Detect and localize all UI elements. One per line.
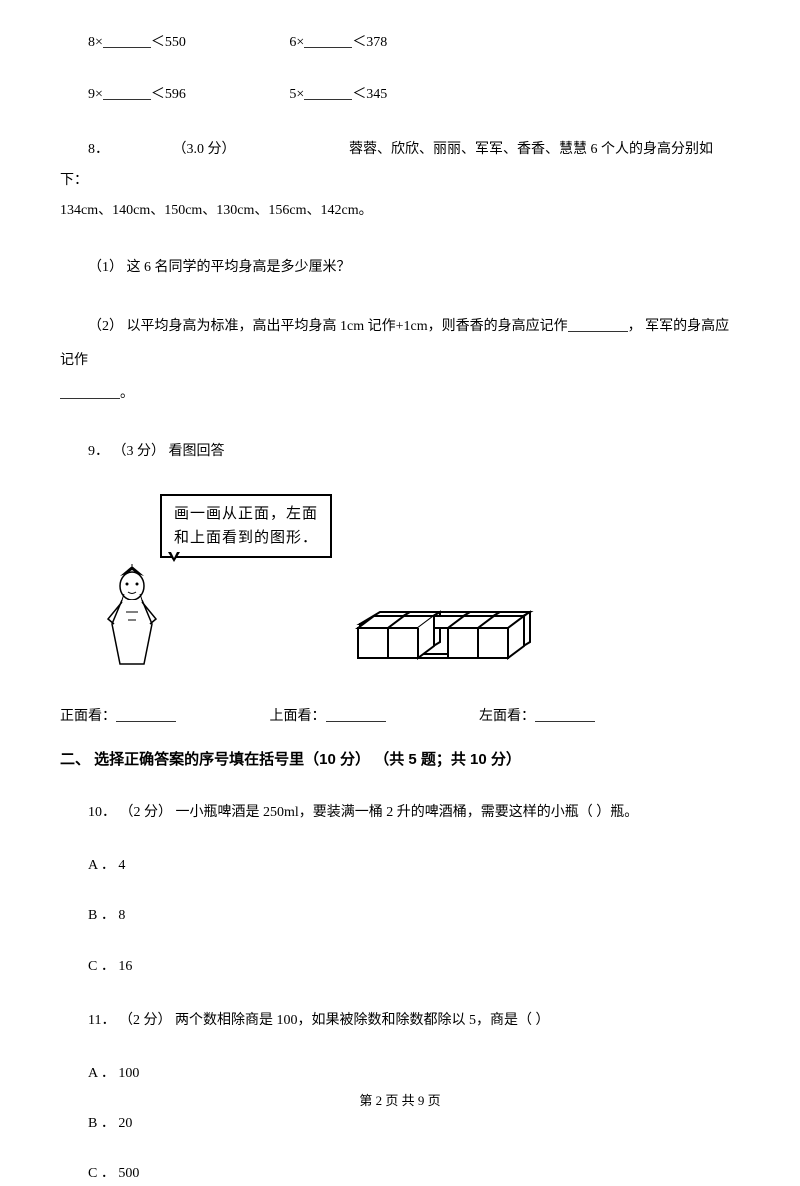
q8-sub2-c: 。 bbox=[120, 386, 134, 401]
label: 正面看： bbox=[60, 709, 116, 724]
text: 8× bbox=[88, 35, 103, 50]
blank[interactable] bbox=[103, 84, 151, 100]
text: ＜550 bbox=[151, 35, 186, 50]
view-left: 左面看： bbox=[479, 704, 595, 728]
q7-r2-b: 5× ＜345 bbox=[289, 82, 387, 106]
speech-tail-inner bbox=[170, 550, 178, 558]
q11-optA[interactable]: A ． 100 bbox=[88, 1063, 740, 1085]
section2-title: 二、 选择正确答案的序号填在括号里（10 分） （共 5 题；共 10 分） bbox=[60, 748, 740, 772]
q11-optB[interactable]: B ． 20 bbox=[88, 1113, 740, 1135]
text: 6× bbox=[289, 35, 304, 50]
q10-optB[interactable]: B ． 8 bbox=[88, 905, 740, 927]
blank[interactable] bbox=[60, 383, 120, 399]
q8-data: 134cm、140cm、150cm、130cm、156cm、142cm。 bbox=[60, 203, 373, 218]
q9-num: 9． （3 分） 看图回答 bbox=[60, 437, 740, 468]
view-top: 上面看： bbox=[270, 704, 386, 728]
text: ＜596 bbox=[151, 87, 186, 102]
label: 上面看： bbox=[270, 709, 326, 724]
speech-line2: 和上面看到的图形． bbox=[174, 526, 318, 550]
q11-stem: 11． （2 分） 两个数相除商是 100，如果被除数和除数都除以 5，商是（ … bbox=[60, 1006, 740, 1037]
q9-views: 正面看： 上面看： 左面看： bbox=[60, 704, 740, 728]
q10-stem: 10． （2 分） 一小瓶啤酒是 250ml，要装满一桶 2 升的啤酒桶，需要这… bbox=[60, 798, 740, 829]
blank[interactable] bbox=[304, 32, 352, 48]
q8-sub2-a: （2） 以平均身高为标准，高出平均身高 1cm 记作+1cm，则香香的身高应记作 bbox=[60, 319, 568, 334]
q7-r1-b: 6× ＜378 bbox=[289, 30, 387, 54]
q8-stem-text: 蓉蓉、欣欣、丽丽、军军、香香、慧慧 6 个人的身高分别如下： bbox=[60, 142, 713, 188]
text: 9× bbox=[88, 87, 103, 102]
q8-sub2: （2） 以平均身高为标准，高出平均身高 1cm 记作+1cm，则香香的身高应记作… bbox=[60, 310, 740, 411]
view-front: 正面看： bbox=[60, 704, 176, 728]
label: 左面看： bbox=[479, 709, 535, 724]
q11-optC[interactable]: C ． 500 bbox=[88, 1163, 740, 1185]
cubes-icon bbox=[350, 594, 550, 674]
q9-figure: 画一画从正面，左面 和上面看到的图形． bbox=[100, 494, 740, 694]
q7-r2-a: 9× ＜596 bbox=[88, 82, 186, 106]
blank[interactable] bbox=[304, 84, 352, 100]
blank[interactable] bbox=[568, 316, 628, 332]
text: ＜345 bbox=[352, 87, 387, 102]
scholar-icon bbox=[100, 564, 170, 674]
text: 5× bbox=[289, 87, 304, 102]
q10-optC[interactable]: C ． 16 bbox=[88, 956, 740, 978]
page-footer: 第 2 页 共 9 页 bbox=[0, 1091, 800, 1112]
speech-bubble: 画一画从正面，左面 和上面看到的图形． bbox=[160, 494, 332, 558]
q8-points: （3.0 分） bbox=[173, 142, 236, 157]
text: ＜378 bbox=[352, 35, 387, 50]
q8-num: 8． bbox=[60, 142, 109, 157]
blank[interactable] bbox=[326, 706, 386, 722]
q7-row1: 8× ＜550 6× ＜378 bbox=[60, 30, 740, 54]
blank[interactable] bbox=[116, 706, 176, 722]
blank[interactable] bbox=[535, 706, 595, 722]
speech-line1: 画一画从正面，左面 bbox=[174, 502, 318, 526]
q8-sub1: （1） 这 6 名同学的平均身高是多少厘米？ bbox=[60, 253, 740, 284]
q10-optA[interactable]: A ． 4 bbox=[88, 855, 740, 877]
q7-row2: 9× ＜596 5× ＜345 bbox=[60, 82, 740, 106]
q7-r1-a: 8× ＜550 bbox=[88, 30, 186, 54]
blank[interactable] bbox=[103, 32, 151, 48]
q8-stem: 8． （3.0 分） 蓉蓉、欣欣、丽丽、军军、香香、慧慧 6 个人的身高分别如下… bbox=[60, 135, 740, 227]
